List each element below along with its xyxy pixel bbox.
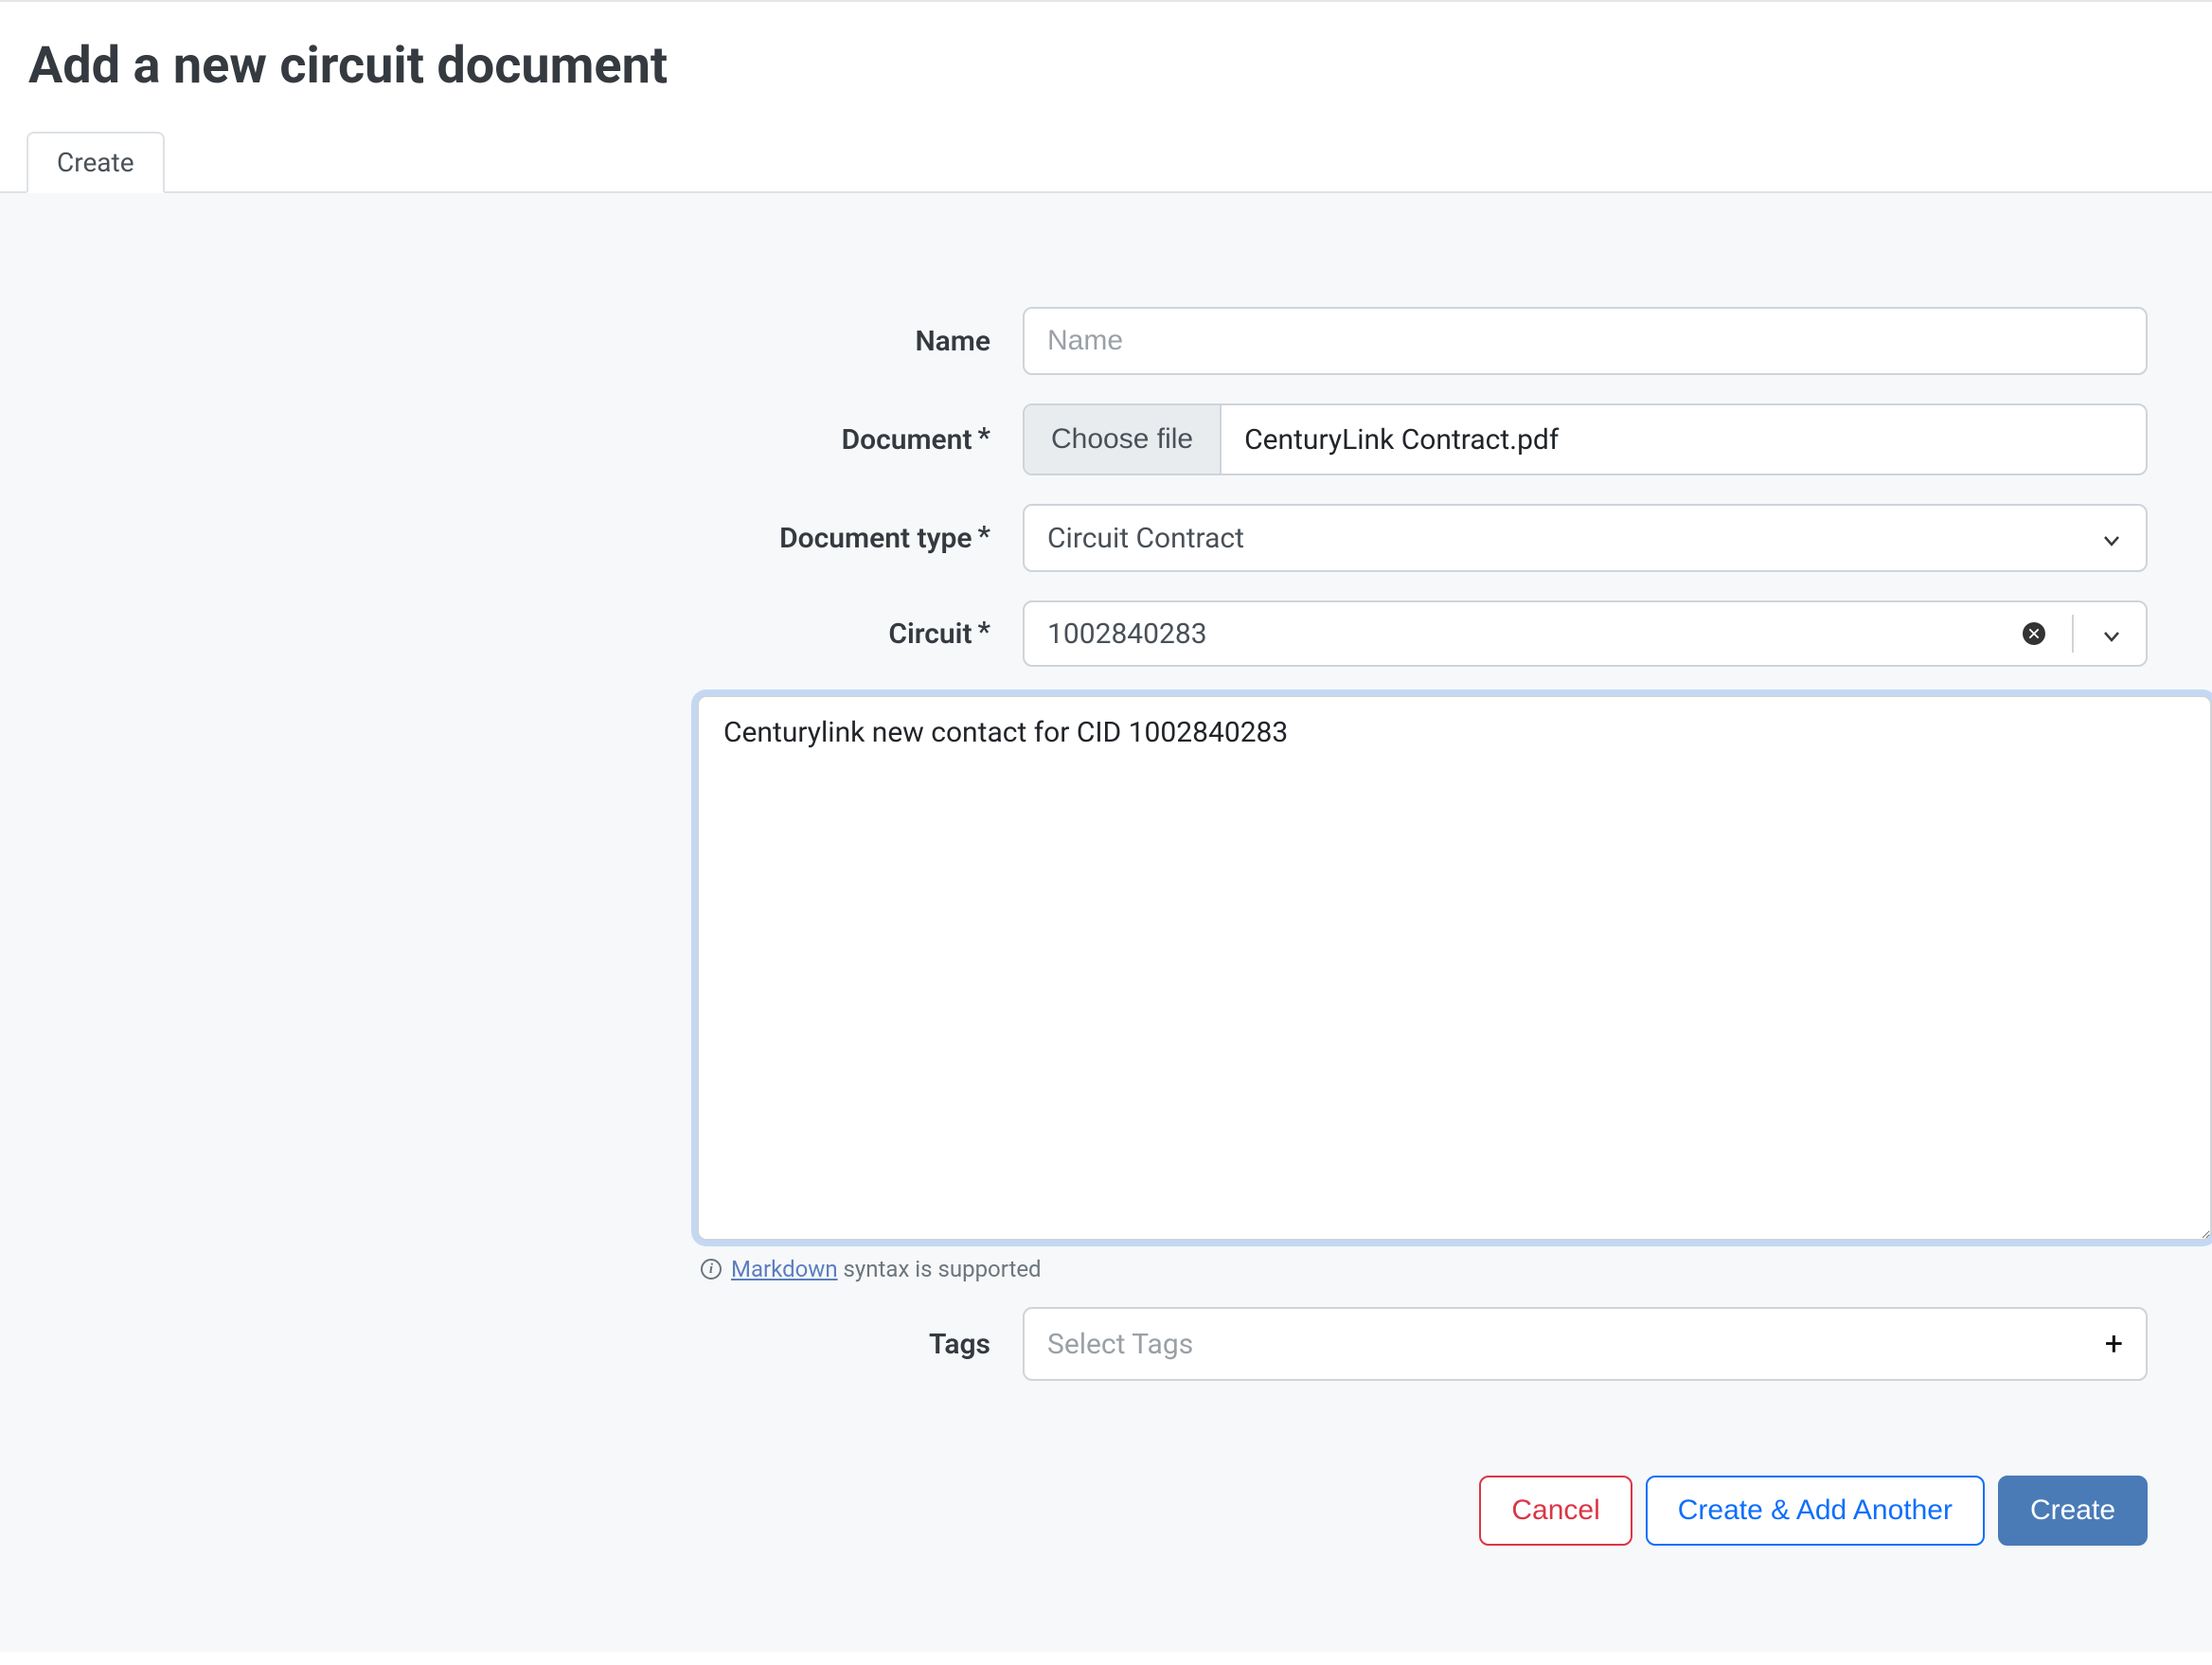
file-name-display: CenturyLink Contract.pdf (1222, 405, 2146, 474)
circuit-combobox[interactable]: 1002840283 (1023, 600, 2148, 667)
cancel-button[interactable]: Cancel (1479, 1476, 1632, 1546)
field-document-type: Circuit Contract (1023, 504, 2148, 572)
required-marker: * (978, 421, 990, 455)
label-tags: Tags (57, 1328, 1023, 1361)
label-document-type-text: Document type (779, 522, 972, 555)
tags-select[interactable]: Select Tags + (1023, 1307, 2148, 1381)
label-tags-text: Tags (929, 1328, 990, 1361)
label-circuit-text: Circuit (888, 618, 972, 651)
page-title: Add a new circuit document (28, 36, 2212, 96)
tab-create[interactable]: Create (27, 132, 165, 193)
label-document-type: Document type* (57, 522, 1023, 555)
row-name: Name (57, 307, 2155, 375)
name-input[interactable] (1023, 307, 2148, 375)
document-type-select[interactable]: Circuit Contract (1023, 504, 2148, 572)
description-textarea[interactable] (697, 695, 2212, 1241)
circuit-value: 1002840283 (1047, 618, 1207, 651)
field-circuit: 1002840283 (1023, 600, 2148, 667)
field-document: Choose file CenturyLink Contract.pdf (1023, 403, 2148, 475)
label-document: Document* (57, 423, 1023, 457)
row-tags: Tags Select Tags + (57, 1307, 2155, 1381)
row-description: i Markdown syntax is supported (57, 695, 2148, 1282)
circuit-combo-controls (2023, 615, 2123, 653)
description-help: i Markdown syntax is supported (697, 1256, 2212, 1282)
clear-icon[interactable] (2023, 622, 2045, 645)
create-button[interactable]: Create (1998, 1476, 2148, 1546)
form-area: Name Document* Choose file CenturyLink C… (0, 193, 2212, 1652)
document-type-value: Circuit Contract (1047, 522, 1244, 555)
info-icon: i (701, 1259, 722, 1280)
markdown-link[interactable]: Markdown (731, 1256, 838, 1282)
chevron-down-icon[interactable] (2100, 622, 2123, 645)
help-suffix: syntax is supported (838, 1256, 1042, 1282)
create-add-another-button[interactable]: Create & Add Another (1646, 1476, 1985, 1546)
page-root: Add a new circuit document Create Name D… (0, 0, 2212, 1665)
file-input-group: Choose file CenturyLink Contract.pdf (1023, 403, 2148, 475)
required-marker: * (978, 520, 990, 553)
label-name: Name (57, 325, 1023, 358)
field-tags: Select Tags + (1023, 1307, 2148, 1381)
row-document-type: Document type* Circuit Contract (57, 504, 2155, 572)
field-name (1023, 307, 2148, 375)
description-block: i Markdown syntax is supported (697, 695, 2212, 1282)
tags-placeholder: Select Tags (1047, 1328, 1193, 1361)
row-document: Document* Choose file CenturyLink Contra… (57, 403, 2155, 475)
label-document-text: Document (842, 423, 972, 457)
choose-file-button[interactable]: Choose file (1025, 405, 1222, 474)
separator (2072, 615, 2074, 653)
help-text-content: Markdown syntax is supported (731, 1256, 1042, 1282)
required-marker: * (978, 616, 990, 649)
label-circuit: Circuit* (57, 618, 1023, 651)
chevron-down-icon (2100, 527, 2123, 549)
plus-icon[interactable]: + (2105, 1328, 2123, 1360)
label-name-text: Name (915, 325, 990, 358)
tabs-bar: Create (0, 130, 2212, 193)
row-circuit: Circuit* 1002840283 (57, 600, 2155, 667)
form-actions: Cancel Create & Add Another Create (57, 1476, 2148, 1546)
